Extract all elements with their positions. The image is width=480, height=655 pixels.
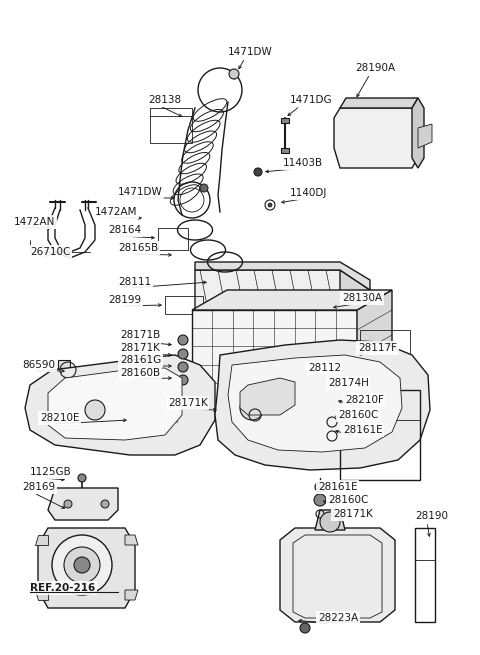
Text: 28165B: 28165B xyxy=(118,243,158,253)
Bar xyxy=(281,118,289,123)
Circle shape xyxy=(320,512,340,532)
Text: 28161G: 28161G xyxy=(120,355,161,365)
Text: 28112: 28112 xyxy=(308,363,341,373)
Bar xyxy=(58,360,70,380)
Polygon shape xyxy=(48,488,118,520)
Text: 1471DG: 1471DG xyxy=(290,95,333,105)
Circle shape xyxy=(178,335,188,345)
Circle shape xyxy=(78,474,86,482)
Circle shape xyxy=(314,494,326,506)
Circle shape xyxy=(200,184,208,192)
Polygon shape xyxy=(125,590,138,600)
Circle shape xyxy=(64,500,72,508)
Text: 28169: 28169 xyxy=(22,482,55,492)
Circle shape xyxy=(240,396,264,420)
Text: 28138: 28138 xyxy=(148,95,181,105)
Text: 28210F: 28210F xyxy=(345,395,384,405)
Text: 28160C: 28160C xyxy=(338,410,378,420)
Bar xyxy=(158,228,188,250)
Text: 28161E: 28161E xyxy=(318,482,358,492)
Text: 28223A: 28223A xyxy=(318,613,358,623)
Bar xyxy=(340,390,420,480)
Text: 28111: 28111 xyxy=(118,277,151,287)
Text: 28161E: 28161E xyxy=(343,425,383,435)
Bar xyxy=(150,108,192,143)
Text: 28130A: 28130A xyxy=(342,293,382,303)
Text: 28160C: 28160C xyxy=(328,495,368,505)
Polygon shape xyxy=(412,98,424,168)
Polygon shape xyxy=(35,535,48,545)
Text: 28164: 28164 xyxy=(108,225,141,235)
Circle shape xyxy=(178,349,188,359)
Polygon shape xyxy=(340,270,370,310)
Bar xyxy=(360,330,410,372)
Circle shape xyxy=(64,547,100,583)
Text: 28171K: 28171K xyxy=(333,509,373,519)
Polygon shape xyxy=(334,108,418,168)
Polygon shape xyxy=(357,290,392,420)
Bar xyxy=(165,296,203,314)
Circle shape xyxy=(52,535,112,595)
Polygon shape xyxy=(228,355,402,452)
Text: 1125GB: 1125GB xyxy=(30,467,72,477)
Polygon shape xyxy=(340,98,418,108)
Text: 11403B: 11403B xyxy=(283,158,323,168)
Circle shape xyxy=(315,482,325,492)
Text: 28171B: 28171B xyxy=(120,330,160,340)
Text: 28171K: 28171K xyxy=(120,343,160,353)
Polygon shape xyxy=(240,378,295,415)
Polygon shape xyxy=(195,270,370,310)
Polygon shape xyxy=(192,290,392,310)
Circle shape xyxy=(101,500,109,508)
Circle shape xyxy=(229,69,239,79)
Circle shape xyxy=(85,400,105,420)
Polygon shape xyxy=(195,262,370,290)
Polygon shape xyxy=(48,368,182,440)
Text: 28199: 28199 xyxy=(108,295,141,305)
Text: REF.20-216: REF.20-216 xyxy=(30,583,95,593)
Circle shape xyxy=(300,623,310,633)
Text: 28210E: 28210E xyxy=(40,413,80,423)
Text: 1471DW: 1471DW xyxy=(228,47,273,57)
Text: 28190: 28190 xyxy=(415,511,448,521)
Text: 86590: 86590 xyxy=(22,360,55,370)
Text: 28171K: 28171K xyxy=(168,398,208,408)
Circle shape xyxy=(74,557,90,573)
Bar xyxy=(281,148,289,153)
Polygon shape xyxy=(418,124,432,148)
Circle shape xyxy=(178,362,188,372)
Circle shape xyxy=(178,375,188,385)
Text: 28190A: 28190A xyxy=(355,63,395,73)
Polygon shape xyxy=(192,310,357,420)
Circle shape xyxy=(268,203,272,207)
Text: 28174H: 28174H xyxy=(328,378,369,388)
Polygon shape xyxy=(38,528,135,608)
Polygon shape xyxy=(315,510,345,530)
Polygon shape xyxy=(25,355,215,455)
Text: 1472AN: 1472AN xyxy=(14,217,55,227)
Circle shape xyxy=(254,168,262,176)
Text: 1471DW: 1471DW xyxy=(118,187,163,197)
Polygon shape xyxy=(125,535,138,545)
Text: 1472AM: 1472AM xyxy=(95,207,137,217)
Text: 28160B: 28160B xyxy=(120,368,160,378)
Polygon shape xyxy=(280,528,395,622)
Bar xyxy=(415,528,435,622)
Text: 28117F: 28117F xyxy=(358,343,397,353)
Text: 26710C: 26710C xyxy=(30,247,71,257)
Polygon shape xyxy=(35,590,48,600)
Polygon shape xyxy=(215,340,430,470)
Text: 1140DJ: 1140DJ xyxy=(290,188,327,198)
